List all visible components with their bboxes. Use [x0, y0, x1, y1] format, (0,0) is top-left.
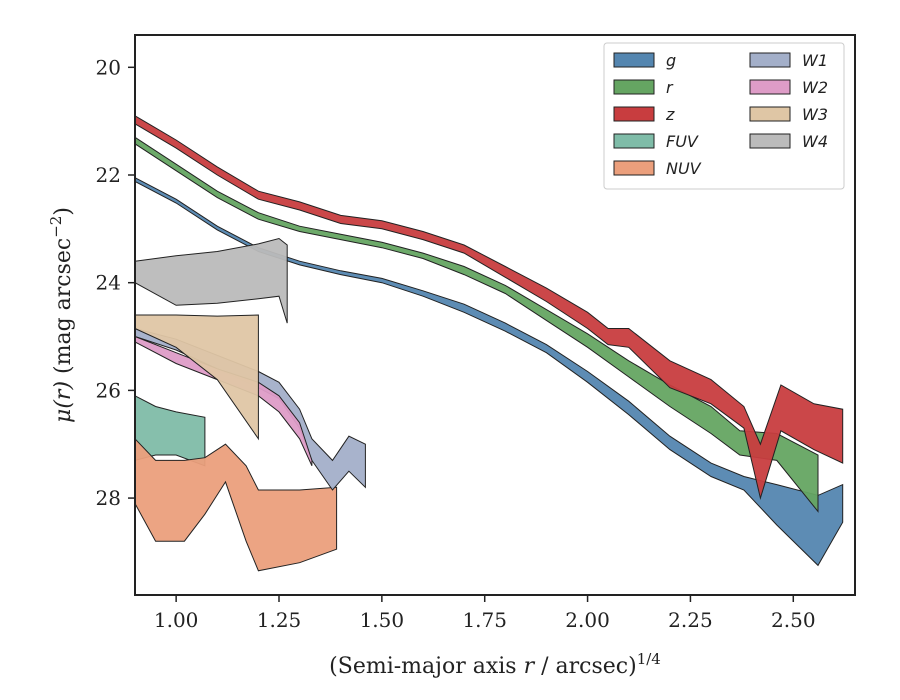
legend-label-nuv: NUV: [666, 159, 702, 178]
y-axis-label-var: μ(r): [51, 381, 76, 423]
legend-swatch-w2: [749, 79, 791, 95]
plot-frame: [134, 34, 856, 596]
x-axis-label-sup: 1/4: [637, 650, 661, 668]
legend-swatch-fuv: [613, 133, 655, 149]
y-axis: 20 22 24 26 28: [96, 55, 135, 510]
band-r: [134, 136, 819, 513]
legend-label-r: r: [666, 78, 674, 97]
x-axis-label-post: / arcsec): [534, 654, 637, 679]
x-tick-label: 2.50: [771, 608, 816, 632]
x-tick-label: 1.25: [257, 608, 302, 632]
x-axis-label: (Semi-major axis r / arcsec)1/4: [329, 650, 661, 679]
y-axis-label-rest: (mag arcsec: [51, 238, 76, 381]
y-axis-label-sup: −2: [47, 216, 65, 238]
legend-label-w2: W2: [802, 78, 828, 97]
y-tick-label: 20: [96, 55, 121, 79]
y-tick-label: 28: [96, 486, 121, 510]
x-tick-label: 2.00: [565, 608, 610, 632]
y-tick-label: 26: [96, 378, 121, 402]
legend-label-w4: W4: [802, 132, 828, 151]
legend-swatch-nuv: [613, 160, 655, 176]
x-axis-label-pre: (Semi-major axis: [329, 654, 523, 679]
legend-swatch-w1: [749, 52, 791, 68]
x-axis: 1.00 1.25 1.50 1.75 2.00 2.25 2.50: [154, 595, 816, 632]
legend-swatch-g: [613, 52, 655, 68]
x-tick-label: 1.50: [360, 608, 405, 632]
y-axis-label: μ(r) (mag arcsec−2): [47, 207, 76, 423]
legend-label-g: g: [666, 51, 676, 70]
band-z: [134, 114, 844, 501]
legend-label-fuv: FUV: [666, 132, 699, 151]
x-tick-label: 1.00: [154, 608, 199, 632]
y-tick-label: 22: [96, 163, 121, 187]
x-tick-label: 2.25: [668, 608, 713, 632]
band-g: [134, 176, 844, 567]
x-axis-label-var: r: [524, 654, 536, 679]
legend-swatch-w4: [749, 133, 791, 149]
legend-swatch-r: [613, 79, 655, 95]
x-tick-label: 1.75: [462, 608, 507, 632]
band-w4: [134, 237, 288, 324]
legend-label-z: z: [665, 105, 675, 124]
y-tick-label: 24: [96, 271, 121, 295]
legend-label-w3: W3: [802, 105, 828, 124]
legend: grz FUV NUV W1 W2 W3 W4: [603, 42, 845, 190]
legend-label-w1: W1: [802, 51, 828, 70]
y-axis-label-close: ): [51, 207, 76, 216]
band-w3: [134, 314, 259, 441]
band-nuv: [134, 437, 338, 572]
data-bands: [134, 114, 844, 572]
legend-swatch-w3: [749, 106, 791, 122]
legend-swatch-z: [613, 106, 655, 122]
